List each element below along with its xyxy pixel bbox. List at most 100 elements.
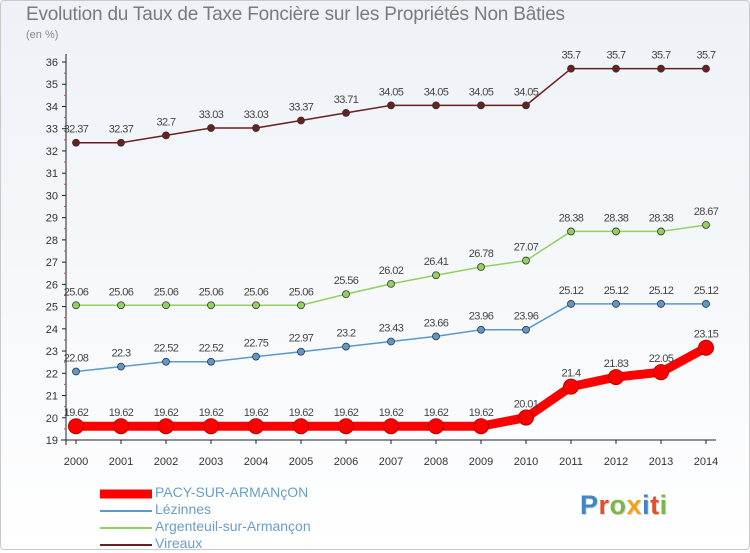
data-point bbox=[158, 418, 174, 435]
logo-letter: o bbox=[609, 490, 627, 520]
data-label: 35.7 bbox=[606, 50, 625, 62]
data-point bbox=[702, 300, 710, 308]
data-label: 28.67 bbox=[694, 206, 719, 218]
data-point bbox=[702, 64, 710, 73]
data-point bbox=[297, 301, 305, 310]
data-label: 22.05 bbox=[649, 353, 674, 365]
data-label: 23.96 bbox=[514, 311, 539, 323]
proxiti-logo: Proxiti bbox=[580, 490, 668, 521]
data-label: 25.56 bbox=[334, 275, 359, 287]
data-label: 21.4 bbox=[561, 368, 580, 380]
data-point bbox=[518, 409, 534, 426]
data-label: 22.08 bbox=[64, 353, 89, 365]
x-tick-label: 2010 bbox=[514, 456, 538, 468]
x-tick-label: 2006 bbox=[334, 456, 358, 468]
data-point bbox=[113, 418, 129, 435]
data-point bbox=[567, 64, 575, 73]
data-point bbox=[203, 418, 219, 435]
x-tick-label: 2005 bbox=[289, 456, 313, 468]
x-tick-label: 2000 bbox=[64, 456, 88, 468]
y-tick-label: 35 bbox=[46, 79, 58, 91]
data-label: 32.37 bbox=[109, 124, 134, 136]
data-point bbox=[657, 227, 665, 236]
data-label: 25.06 bbox=[199, 286, 224, 298]
data-point bbox=[252, 301, 260, 310]
data-label: 25.06 bbox=[64, 286, 89, 298]
chart-title: Evolution du Taux de Taxe Foncière sur l… bbox=[26, 4, 565, 25]
data-label: 28.38 bbox=[559, 212, 584, 224]
data-point bbox=[432, 332, 440, 341]
y-tick-label: 20 bbox=[46, 413, 58, 425]
data-point bbox=[207, 124, 215, 132]
data-point bbox=[608, 369, 624, 386]
y-tick-label: 27 bbox=[46, 257, 58, 269]
data-label: 23.43 bbox=[379, 322, 404, 334]
data-point bbox=[68, 418, 84, 435]
data-label: 19.62 bbox=[244, 407, 269, 419]
data-label: 35.7 bbox=[696, 50, 715, 62]
legend-label: PACY-SUR-ARMANçON bbox=[155, 484, 309, 500]
data-label: 34.05 bbox=[379, 86, 404, 98]
data-label: 25.12 bbox=[694, 285, 719, 297]
x-tick-label: 2002 bbox=[154, 456, 178, 468]
data-point bbox=[477, 101, 485, 110]
logo-letter: r bbox=[598, 490, 610, 520]
data-label: 32.7 bbox=[156, 116, 175, 128]
data-point bbox=[383, 418, 399, 435]
y-tick-label: 36 bbox=[46, 57, 58, 69]
legend-label: Argenteuil-sur-Armançon bbox=[155, 518, 311, 534]
data-label: 23.15 bbox=[694, 329, 719, 341]
y-tick-label: 28 bbox=[46, 235, 58, 247]
y-tick-label: 19 bbox=[46, 435, 58, 447]
logo-letter: t bbox=[650, 490, 660, 520]
data-point bbox=[117, 301, 125, 310]
data-label: 22.52 bbox=[154, 343, 179, 355]
data-label: 19.62 bbox=[154, 407, 179, 419]
y-tick-label: 29 bbox=[46, 213, 58, 225]
data-label: 34.05 bbox=[424, 86, 449, 98]
legend-swatch bbox=[100, 543, 152, 546]
legend-swatch bbox=[100, 509, 152, 512]
y-tick-label: 34 bbox=[46, 101, 58, 113]
data-point bbox=[657, 300, 665, 308]
data-point bbox=[612, 64, 620, 73]
x-tick-label: 2011 bbox=[559, 456, 583, 468]
legend-swatch bbox=[100, 526, 152, 529]
logo-letter: x bbox=[626, 490, 643, 520]
data-point bbox=[567, 300, 575, 308]
data-label: 33.03 bbox=[199, 109, 224, 121]
data-label: 23.2 bbox=[336, 328, 355, 340]
data-point bbox=[252, 124, 260, 132]
data-label: 22.52 bbox=[199, 343, 224, 355]
x-tick-label: 2014 bbox=[694, 456, 718, 468]
data-label: 19.62 bbox=[64, 407, 89, 419]
data-label: 27.07 bbox=[514, 242, 539, 254]
legend-label: Lézinnes bbox=[155, 501, 212, 517]
data-point bbox=[522, 256, 530, 265]
data-point bbox=[428, 418, 444, 435]
data-point bbox=[297, 116, 305, 125]
data-point bbox=[338, 418, 354, 435]
data-point bbox=[342, 109, 350, 117]
x-tick-label: 2008 bbox=[424, 456, 448, 468]
data-label: 22.75 bbox=[244, 338, 269, 350]
data-point bbox=[477, 263, 485, 271]
data-label: 28.38 bbox=[649, 212, 674, 224]
data-label: 25.06 bbox=[154, 286, 179, 298]
data-point bbox=[293, 418, 309, 435]
chart-subtitle: (en %) bbox=[26, 29, 59, 41]
data-label: 19.62 bbox=[109, 407, 134, 419]
data-point bbox=[342, 290, 350, 299]
y-tick-label: 30 bbox=[46, 190, 58, 202]
data-label: 19.62 bbox=[424, 407, 449, 419]
logo-letter: i bbox=[642, 490, 651, 520]
data-point bbox=[162, 357, 170, 366]
data-point bbox=[342, 342, 350, 351]
data-label: 26.41 bbox=[424, 256, 449, 268]
data-point bbox=[432, 101, 440, 110]
legend-swatch bbox=[100, 489, 152, 498]
logo-letter: P bbox=[580, 490, 599, 520]
x-tick-label: 2009 bbox=[469, 456, 493, 468]
data-point bbox=[387, 337, 395, 346]
x-tick-label: 2013 bbox=[649, 456, 673, 468]
